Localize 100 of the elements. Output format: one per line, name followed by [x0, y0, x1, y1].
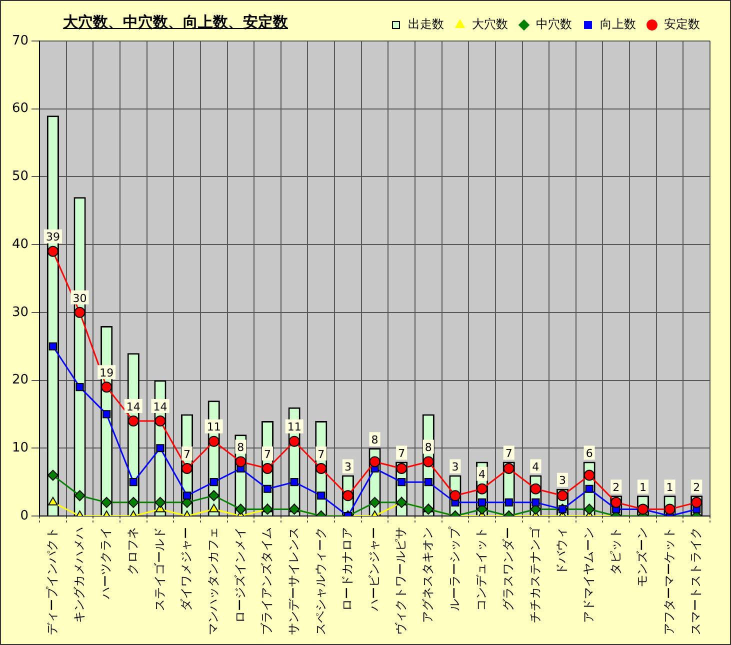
x-tick-label: ブライアンズタイム — [260, 527, 274, 635]
point — [48, 496, 58, 506]
x-tick-label: アフターマーケット — [662, 527, 676, 635]
y-tick-label: 60 — [12, 101, 29, 116]
point — [504, 498, 513, 506]
x-tick-label: ロードカナロア — [340, 527, 354, 611]
legend-label: 出走数 — [408, 17, 444, 32]
point — [154, 416, 166, 426]
data-label: 39 — [46, 230, 60, 244]
x-tick-label: ダイワメジャー — [179, 527, 194, 611]
y-tick-label: 40 — [12, 236, 29, 252]
point — [210, 478, 218, 486]
data-label: 3 — [559, 474, 566, 488]
x-tick-label: キングカメハメハ — [72, 527, 86, 623]
point — [101, 382, 112, 393]
data-label: 2 — [612, 481, 620, 494]
point — [422, 456, 434, 468]
x-tick-label: アグネスタキオン — [420, 527, 435, 623]
data-label: 11 — [287, 420, 302, 434]
point — [183, 492, 192, 500]
point — [182, 463, 193, 474]
x-tick-label: ハーツクライ — [98, 527, 113, 600]
point — [128, 416, 139, 426]
point — [398, 478, 406, 486]
x-tick-label: ドバウィ — [554, 527, 569, 575]
point — [530, 483, 542, 494]
legend-label: 大穴数 — [472, 17, 508, 32]
data-label: 2 — [693, 481, 700, 494]
data-label: 30 — [72, 292, 87, 305]
data-label: 14 — [153, 400, 168, 414]
legend-label: 安定数 — [664, 17, 700, 32]
point — [288, 436, 300, 447]
data-label: 6 — [586, 447, 593, 460]
point — [47, 246, 58, 257]
point — [208, 436, 220, 447]
point — [503, 463, 514, 474]
data-label: 8 — [424, 441, 432, 454]
chart-title: 大穴数、中穴数、向上数、安定数 — [63, 13, 288, 32]
point — [74, 306, 86, 318]
data-label: 11 — [206, 420, 221, 434]
legend-label: 中穴数 — [536, 17, 572, 32]
point — [235, 456, 246, 468]
point — [317, 492, 326, 500]
x-tick-label: モンズーン — [635, 527, 650, 587]
point — [74, 490, 86, 502]
data-label: 8 — [371, 434, 378, 446]
y-tick-label: 70 — [12, 33, 29, 48]
point — [532, 498, 540, 506]
legend-label: 向上数 — [600, 17, 636, 32]
point — [208, 490, 220, 502]
point — [476, 483, 488, 494]
point — [48, 342, 57, 350]
data-label: 3 — [344, 460, 352, 474]
point — [209, 504, 219, 512]
point — [316, 463, 327, 474]
data-label: 1 — [639, 481, 646, 494]
x-tick-label: ロージズインメイ — [232, 527, 247, 623]
x-tick-label: ディープインパクト — [45, 527, 60, 635]
y-tick-label: 0 — [20, 508, 29, 524]
point — [369, 496, 380, 508]
x-tick-label: コンデュイット — [474, 527, 488, 611]
point — [154, 496, 166, 508]
point — [235, 504, 246, 515]
data-label: 7 — [264, 448, 271, 461]
data-label: 1 — [666, 481, 674, 494]
data-label: 3 — [452, 460, 459, 474]
x-tick-label: ハービンジャー — [366, 527, 381, 612]
data-label: 7 — [398, 447, 406, 460]
point — [262, 463, 273, 474]
x-tick-label: チチカステナンゴ — [528, 526, 542, 623]
x-tick-label: ルーラーシップ — [447, 526, 462, 611]
point — [396, 496, 408, 508]
point — [129, 478, 138, 486]
point — [424, 478, 432, 486]
point — [584, 470, 595, 481]
x-tick-label: ヴィクトワールピサ — [394, 527, 408, 635]
y-tick-label: 10 — [12, 440, 29, 456]
data-label: 19 — [100, 366, 114, 380]
data-label: 7 — [318, 448, 325, 461]
point — [396, 463, 408, 474]
point — [156, 444, 164, 452]
data-label: 8 — [237, 441, 244, 454]
data-label: 7 — [505, 447, 512, 460]
y-tick-label: 50 — [12, 169, 29, 184]
data-label: 14 — [126, 400, 140, 414]
point — [585, 484, 594, 493]
point — [584, 504, 595, 515]
point — [290, 478, 298, 486]
data-label: 4 — [478, 468, 486, 482]
x-tick-label: グラスワンダー — [500, 527, 515, 611]
point — [288, 504, 300, 515]
y-tick-label: 30 — [12, 304, 29, 320]
point — [102, 410, 111, 418]
data-label: 7 — [184, 448, 191, 461]
x-tick-label: サンデーサイレンス — [286, 527, 300, 635]
x-tick-label: スマートストライク — [688, 527, 703, 635]
x-tick-label: タピット — [608, 527, 622, 575]
point — [76, 383, 84, 392]
data-label: 4 — [532, 460, 540, 474]
point — [47, 470, 58, 481]
